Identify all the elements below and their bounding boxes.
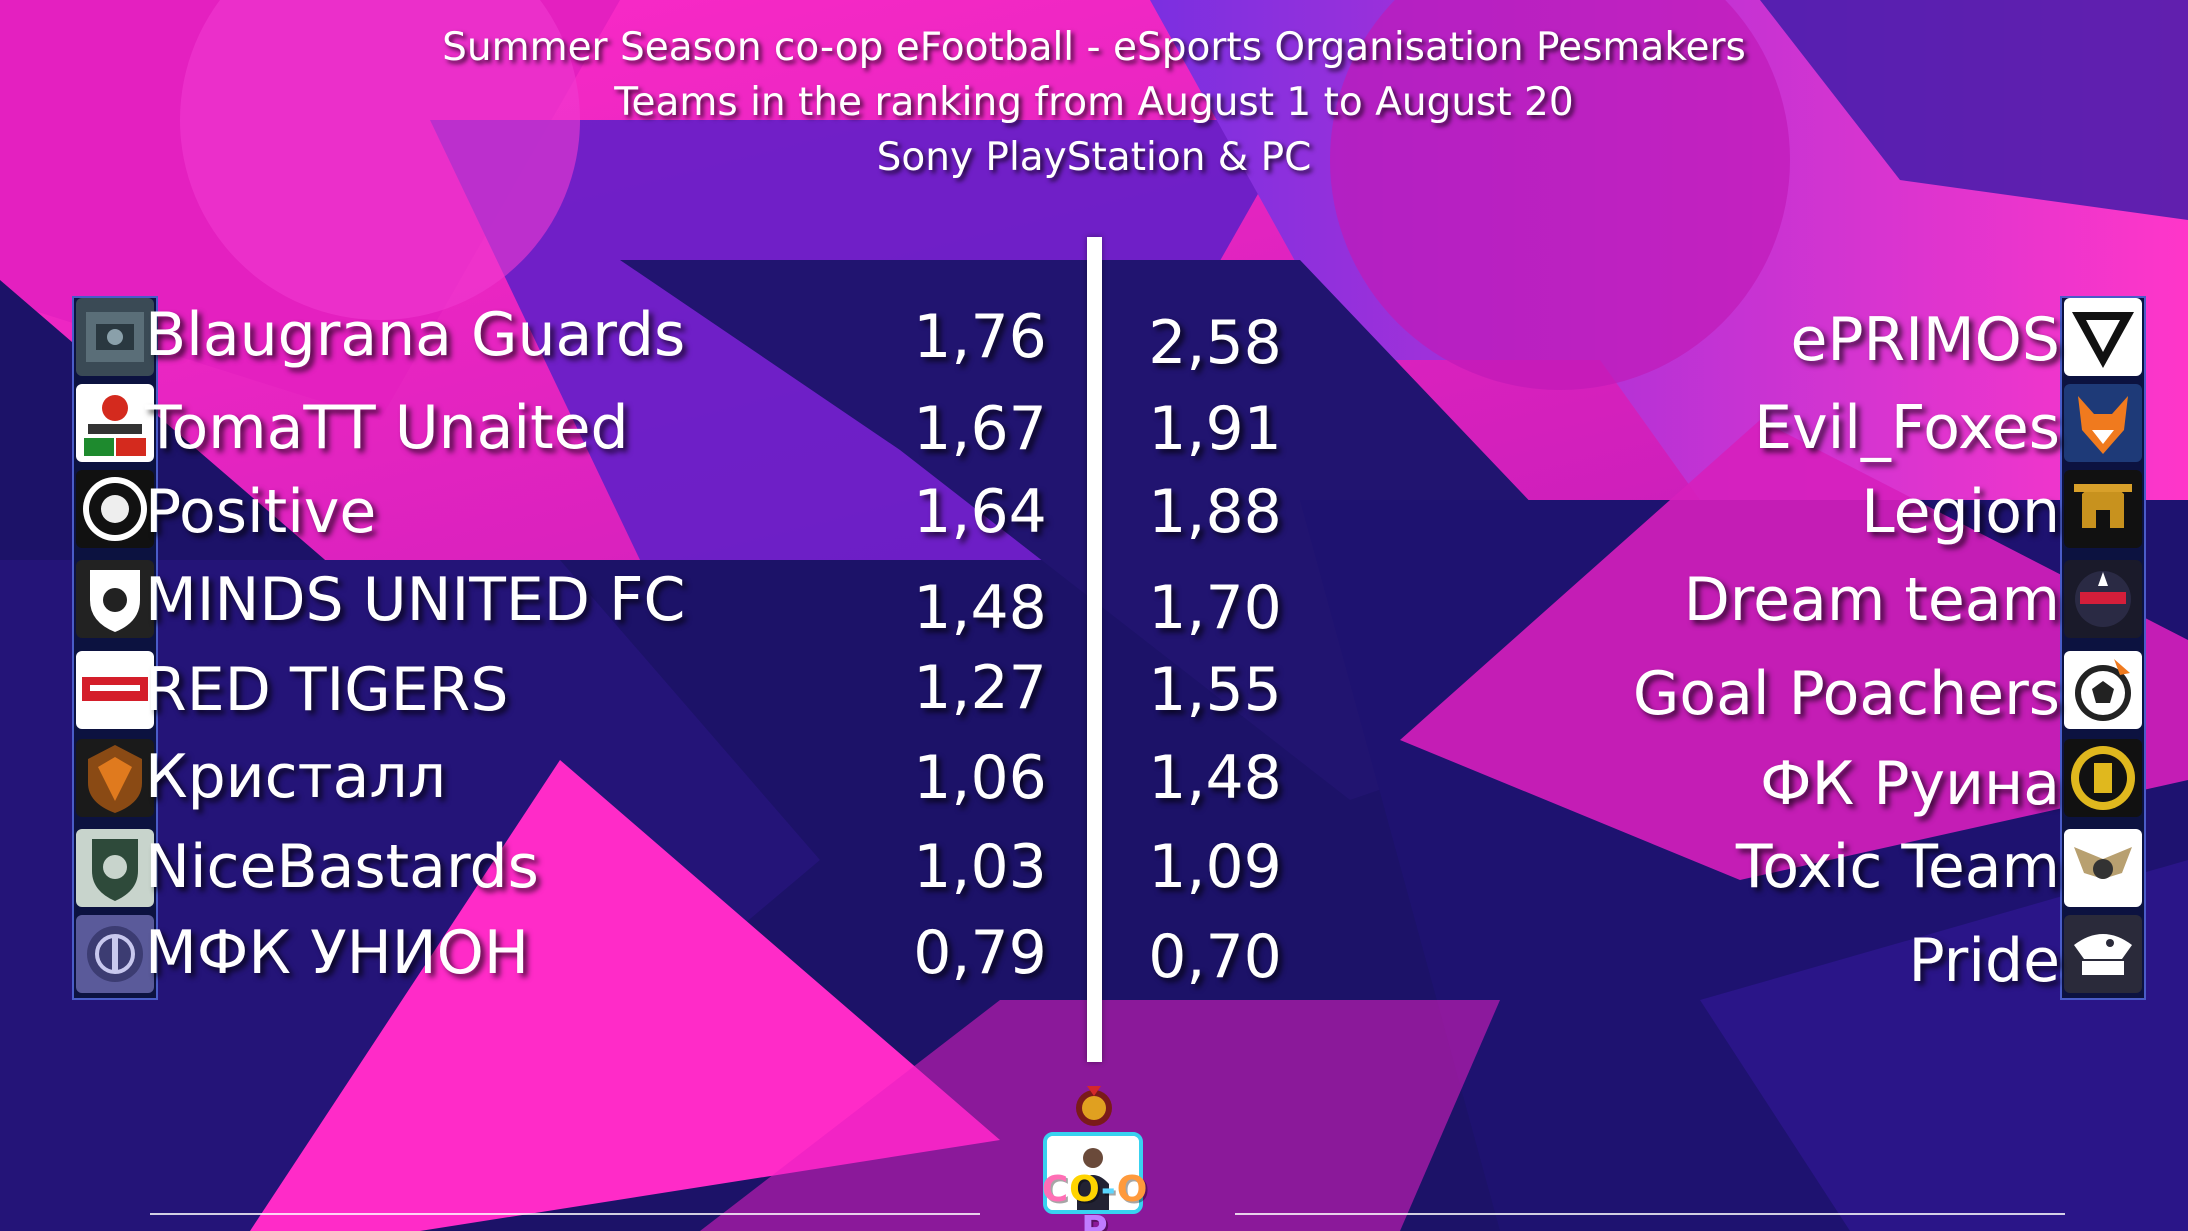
right-team-name: Pride <box>1908 926 2060 996</box>
left-team-name: RED TIGERS <box>145 655 509 725</box>
right-team-score: 1,55 <box>1148 655 1282 725</box>
pride-eagle-icon <box>2064 915 2142 993</box>
title-line-3: Sony PlayStation & PC <box>876 135 1312 180</box>
right-team-name: ePRIMOS <box>1790 305 2060 375</box>
right-team-name: Goal Poachers <box>1632 659 2060 729</box>
left-team-name: Positive <box>145 477 377 547</box>
coop-label: CO-OP <box>1030 1170 1160 1231</box>
coop-letters: CO-OP <box>1030 1170 1160 1231</box>
pesmakers-emblem-icon <box>1076 1086 1112 1126</box>
toxic-team-wings-icon <box>2064 829 2142 907</box>
right-team-name: ФК Руина <box>1760 749 2060 819</box>
mfk-union-crest-icon <box>76 915 154 993</box>
right-team-score: 1,91 <box>1148 394 1282 464</box>
nicebastards-crest-icon <box>76 829 154 907</box>
left-team-score: 0,79 <box>913 918 1047 988</box>
coop-player-logo-icon <box>1043 1132 1143 1214</box>
right-team-score: 2,58 <box>1148 308 1282 378</box>
kristall-crest-icon <box>76 739 154 817</box>
blaugrana-guards-crest-icon <box>76 298 154 376</box>
legion-helmet-icon <box>2064 470 2142 548</box>
left-team-score: 1,06 <box>913 743 1047 813</box>
left-team-name: TomaTT Unaited <box>145 393 629 463</box>
left-team-score: 1,03 <box>913 832 1047 902</box>
right-team-name: Legion <box>1861 477 2060 547</box>
footer-divider-left <box>150 1213 980 1215</box>
left-team-score: 1,27 <box>913 653 1047 723</box>
coop-letter: - <box>1100 1169 1117 1210</box>
right-team-score: 1,48 <box>1148 743 1282 813</box>
footer-divider-right <box>1235 1213 2065 1215</box>
tomatt-crest-icon <box>76 384 154 462</box>
coop-letter: O <box>1116 1169 1149 1210</box>
right-team-score: 1,88 <box>1148 477 1282 547</box>
page-title: Summer Season co-op eFootball - eSports … <box>0 20 2188 185</box>
coop-letter: P <box>1081 1209 1109 1231</box>
right-team-name: Toxic Team <box>1735 832 2060 902</box>
left-team-name: Кристалл <box>145 742 447 812</box>
left-team-name: NiceBastards <box>145 832 539 902</box>
left-team-name: МФК УНИОН <box>145 918 529 988</box>
eprimos-logo-icon <box>2064 298 2142 376</box>
dream-team-logo-icon <box>2064 560 2142 638</box>
fox-logo-icon <box>2064 384 2142 462</box>
left-team-name: MINDS UNITED FC <box>145 565 686 635</box>
left-team-score: 1,64 <box>913 477 1047 547</box>
goal-poachers-ball-icon <box>2064 651 2142 729</box>
left-team-score: 1,48 <box>913 573 1047 643</box>
coop-letter: C <box>1041 1169 1070 1210</box>
right-team-name: Evil_Foxes <box>1754 393 2060 463</box>
coop-letter: O <box>1069 1169 1101 1210</box>
right-team-score: 1,70 <box>1148 573 1282 643</box>
left-team-score: 1,76 <box>913 302 1047 372</box>
minds-united-shield-icon <box>76 560 154 638</box>
right-team-score: 0,70 <box>1148 922 1282 992</box>
title-line-1: Summer Season co-op eFootball - eSports … <box>442 25 1746 70</box>
fk-ruina-crest-icon <box>2064 739 2142 817</box>
title-line-2: Teams in the ranking from August 1 to Au… <box>614 80 1574 125</box>
right-team-name: Dream team <box>1683 565 2060 635</box>
left-team-name: Blaugrana Guards <box>145 300 686 370</box>
positive-crest-icon <box>76 470 154 548</box>
center-divider <box>1087 237 1102 1062</box>
right-team-score: 1,09 <box>1148 832 1282 902</box>
red-tigers-logo-icon <box>76 651 154 729</box>
left-team-score: 1,67 <box>913 394 1047 464</box>
